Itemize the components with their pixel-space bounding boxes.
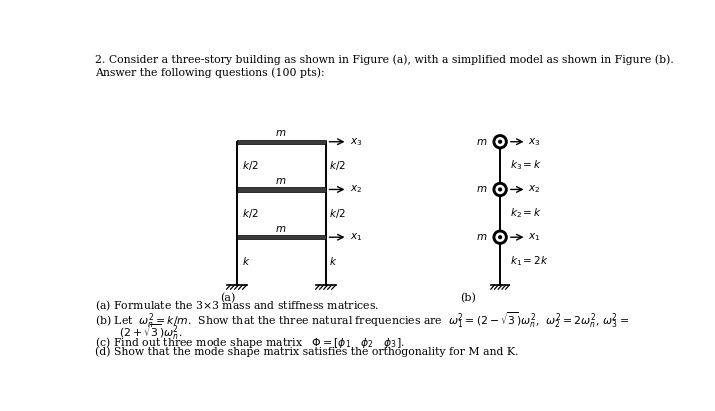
Text: $k_3 = k$: $k_3 = k$ xyxy=(511,159,542,173)
Circle shape xyxy=(493,135,507,149)
Text: $k/2$: $k/2$ xyxy=(242,207,259,220)
Text: $m$: $m$ xyxy=(275,176,287,186)
Text: (b): (b) xyxy=(460,293,475,303)
Text: 2. Consider a three-story building as shown in Figure (a), with a simplified mod: 2. Consider a three-story building as sh… xyxy=(95,55,674,65)
Text: (a): (a) xyxy=(220,293,235,303)
Text: $k$: $k$ xyxy=(329,255,337,267)
Text: $k$: $k$ xyxy=(242,255,250,267)
Text: $k_2 = k$: $k_2 = k$ xyxy=(511,206,542,220)
Text: (a) Formulate the 3$\times$3 mass and stiffness matrices.: (a) Formulate the 3$\times$3 mass and st… xyxy=(95,299,379,313)
Text: $m$: $m$ xyxy=(476,185,488,194)
Text: $k/2$: $k/2$ xyxy=(242,159,259,172)
Text: $x_1$: $x_1$ xyxy=(528,231,541,243)
Text: $k_1 = 2k$: $k_1 = 2k$ xyxy=(511,254,549,268)
Text: $x_3$: $x_3$ xyxy=(528,136,541,148)
Circle shape xyxy=(493,230,507,244)
Text: $x_1$: $x_1$ xyxy=(350,231,363,243)
Circle shape xyxy=(493,182,507,196)
Text: $k/2$: $k/2$ xyxy=(329,207,345,220)
Text: $x_2$: $x_2$ xyxy=(350,184,362,195)
Circle shape xyxy=(499,236,501,239)
Circle shape xyxy=(496,138,504,146)
Bar xyxy=(237,235,326,239)
Text: $m$: $m$ xyxy=(275,128,287,138)
Text: (b) Let  $\omega_n^2 = k/m$.  Show that the three natural frequencies are  $\ome: (b) Let $\omega_n^2 = k/m$. Show that th… xyxy=(95,311,629,330)
Text: (d) Show that the mode shape matrix satisfies the orthogonality for M and K.: (d) Show that the mode shape matrix sati… xyxy=(95,346,518,357)
Bar xyxy=(237,187,326,192)
Text: (c) Find out three mode shape matrix   $\Phi = [\phi_1 \quad \phi_2 \quad \phi_3: (c) Find out three mode shape matrix $\P… xyxy=(95,335,405,350)
Text: $x_2$: $x_2$ xyxy=(528,184,541,195)
Circle shape xyxy=(499,188,501,191)
Text: $k/2$: $k/2$ xyxy=(329,159,345,172)
Text: $x_3$: $x_3$ xyxy=(350,136,363,148)
Text: $m$: $m$ xyxy=(476,232,488,242)
Circle shape xyxy=(499,140,501,143)
Circle shape xyxy=(496,233,504,241)
Text: $m$: $m$ xyxy=(476,137,488,147)
Text: Answer the following questions (100 pts):: Answer the following questions (100 pts)… xyxy=(95,67,325,78)
Circle shape xyxy=(496,185,504,194)
Bar xyxy=(237,140,326,144)
Text: $(2 + \sqrt{3})\omega_n^2$.: $(2 + \sqrt{3})\omega_n^2$. xyxy=(119,323,182,342)
Text: $m$: $m$ xyxy=(275,224,287,234)
